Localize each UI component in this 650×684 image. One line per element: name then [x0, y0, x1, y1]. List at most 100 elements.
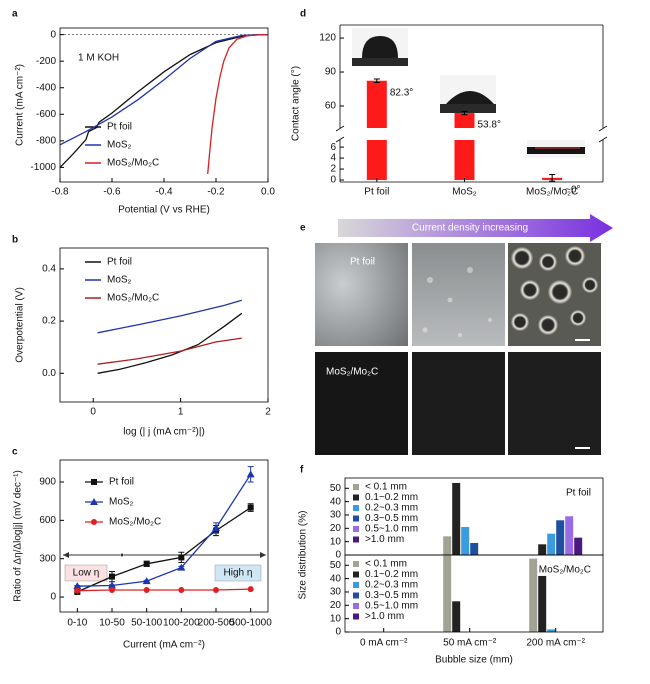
legend-label: MoS₂/Mo₂C: [107, 293, 159, 304]
photo: [315, 352, 408, 455]
series-line: [59, 33, 269, 146]
x-tick-label: MoS₂/Mo₂C: [526, 187, 578, 198]
legend-label: Pt foil: [107, 122, 132, 133]
y-tick-label: 2: [330, 164, 336, 175]
x-tick-label: 0 mA cm⁻²: [360, 638, 408, 649]
bar: [452, 601, 461, 632]
marker: [213, 587, 219, 594]
marker: [143, 587, 150, 594]
bar: [366, 140, 387, 181]
marker: [212, 524, 220, 532]
panel-letter: b: [12, 235, 18, 246]
legend-label: 0.5~1.0 mm: [365, 524, 418, 535]
y-axis-label: Size distribution (%): [298, 511, 309, 600]
bar: [470, 542, 479, 555]
bar: [443, 555, 452, 632]
legend-label: Pt foil: [109, 477, 134, 488]
marker: [73, 582, 82, 590]
droplet: [362, 36, 398, 58]
regime-arrows: [63, 552, 266, 582]
value-label: 53.8°: [477, 120, 500, 131]
subplot-label: MoS₂/Mo₂C: [539, 565, 591, 576]
photo: [315, 243, 408, 346]
legend-label: 0.3~0.5 mm: [365, 590, 418, 601]
legend-marker: [91, 519, 97, 525]
panel-letter: f: [300, 465, 304, 476]
photo-label: MoS₂/Mo₂C: [326, 367, 378, 378]
x-tick-label: 50-100: [131, 618, 163, 629]
x-tick-label: MoS₂: [452, 187, 477, 198]
bar: [443, 536, 452, 555]
legend-swatch: [353, 536, 359, 543]
arrow-label: Current density increasing: [412, 223, 528, 234]
x-tick-label: 1: [178, 407, 184, 418]
y-tick-label: -200: [36, 56, 56, 67]
x-tick-label: 0: [90, 407, 96, 418]
large-bubbles: [511, 246, 598, 335]
legend-swatch: [353, 603, 359, 609]
y-axis-label: Ratio of Δη/Δlog|j| (mV dec⁻¹): [13, 470, 24, 602]
panel-letter: c: [12, 447, 18, 458]
legend-label: 0.2~0.3 mm: [365, 503, 418, 514]
y-tick-label: -400: [36, 82, 56, 93]
legend-label: 0.1~0.2 mm: [365, 492, 418, 503]
axis-break: [335, 125, 345, 143]
bar: [454, 113, 475, 128]
legend-label: MoS₂: [109, 497, 134, 508]
arrowhead: [63, 552, 69, 558]
x-axis-label: Bubble size (mm): [435, 655, 513, 666]
x-axis-label: Potential (V vs RHE): [118, 205, 210, 216]
marker: [178, 554, 185, 561]
legend-label: >1.0 mm: [365, 534, 404, 545]
marker: [109, 587, 115, 594]
y-tick-label: 0: [330, 175, 336, 186]
x-tick-label: 0.0: [261, 187, 275, 198]
y-tick-label: 0: [335, 550, 341, 561]
series-line: [77, 588, 251, 592]
marker: [177, 563, 186, 571]
y-tick-label: 50: [330, 560, 342, 571]
panel-letter: a: [12, 9, 18, 20]
marker: [142, 577, 151, 585]
x-tick-label: 0-10: [67, 618, 87, 629]
series-line: [97, 299, 242, 334]
panel-letter: d: [300, 9, 306, 20]
photo: [412, 243, 505, 346]
y-tick-label: 4: [330, 153, 336, 164]
bar: [547, 533, 556, 555]
y-tick-label: 10: [330, 536, 342, 547]
label-box: [214, 564, 262, 582]
x-tick-label: -0.4: [155, 187, 173, 198]
series-line: [59, 33, 269, 168]
y-tick-label: 0: [335, 627, 341, 638]
legend-marker: [91, 479, 97, 485]
legend-swatch: [353, 526, 359, 532]
y-tick-label: 90: [325, 67, 337, 78]
error-bar: [373, 78, 380, 83]
x-tick-label: 10-50: [99, 618, 125, 629]
legend-label: 0.2~0.3 mm: [365, 580, 418, 591]
substrate: [352, 58, 408, 66]
x-tick-label: -0.6: [103, 187, 121, 198]
y-tick-label: 20: [330, 523, 342, 534]
photo-panel: e Current density increasing Pt foil MoS…: [300, 214, 613, 455]
plot-frame: [344, 554, 604, 633]
y-tick-label: 0: [50, 29, 56, 40]
y-axis-label: Current (mA cm⁻²): [15, 64, 26, 146]
series-line: [207, 33, 269, 175]
droplet: [446, 91, 494, 104]
y-tick-label: 6: [330, 142, 336, 153]
series-line: [97, 312, 243, 374]
x-tick-label: 200-500: [198, 618, 235, 629]
y-tick-label: 0.4: [42, 264, 56, 275]
y-tick-label: 120: [319, 33, 336, 44]
annotation: Low η: [73, 568, 100, 579]
marker: [246, 470, 255, 478]
plot-frame: [59, 459, 269, 613]
divider: [120, 553, 124, 557]
small-bubbles: [422, 267, 492, 337]
y-tick-label: 40: [330, 573, 342, 584]
legend-swatch: [353, 561, 359, 567]
y-tick-label: 40: [330, 496, 342, 507]
